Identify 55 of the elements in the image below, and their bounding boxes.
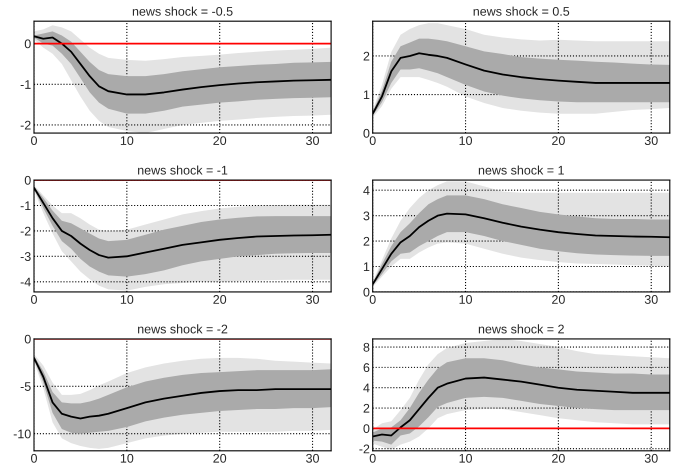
chart-title: news shock = -0.5: [132, 6, 233, 16]
x-tick-label: 20: [213, 454, 226, 463]
y-tick-label: 2: [364, 404, 370, 413]
chart-title: news shock = 0.5: [474, 6, 570, 16]
y-tick-label: 2: [364, 52, 370, 60]
chart-title: news shock = -2: [138, 324, 228, 334]
x-tick-label: 10: [460, 454, 472, 463]
y-tick-label: 2: [364, 236, 370, 246]
x-tick-label: 20: [552, 136, 565, 146]
x-tick-label: 0: [370, 454, 376, 463]
y-tick-label: -2: [359, 444, 370, 454]
x-tick-label: 20: [213, 295, 226, 304]
x-tick-label: 30: [306, 295, 319, 304]
x-tick-label: 0: [370, 136, 376, 146]
x-tick-label: 30: [306, 454, 319, 463]
y-tick-label: -4: [20, 278, 31, 286]
y-tick-label: -10: [14, 430, 31, 438]
x-tick-label: 20: [552, 295, 565, 304]
x-tick-label: 0: [31, 295, 37, 304]
y-tick-label: 1: [364, 90, 370, 100]
x-tick-label: 0: [370, 295, 376, 304]
y-tick-label: 8: [364, 342, 370, 352]
x-tick-label: 30: [644, 295, 658, 304]
y-tick-label: -3: [20, 252, 31, 261]
x-tick-label: 30: [644, 136, 658, 146]
y-tick-label: -1: [20, 80, 31, 89]
y-tick-label: -2: [20, 120, 31, 130]
y-tick-label: 4: [363, 186, 370, 195]
x-tick-label: 10: [120, 295, 134, 304]
x-tick-label: 20: [552, 454, 565, 463]
y-tick-label: 0: [363, 128, 370, 138]
y-tick-label: -5: [20, 382, 31, 391]
y-tick-label: 0: [24, 334, 31, 344]
y-tick-label: 3: [363, 211, 370, 220]
chart-title: news shock = -1: [138, 165, 228, 175]
x-tick-label: 30: [644, 454, 658, 463]
y-tick-label: 0: [24, 176, 31, 185]
x-tick-label: 20: [213, 136, 226, 146]
y-tick-label: -2: [20, 226, 31, 236]
y-tick-label: 0: [24, 39, 31, 48]
x-tick-label: 0: [31, 136, 37, 146]
x-tick-label: 10: [460, 295, 472, 304]
x-tick-label: 30: [306, 136, 319, 146]
x-tick-label: 10: [120, 454, 134, 463]
y-tick-label: 6: [364, 363, 370, 372]
y-tick-label: 0: [363, 424, 370, 434]
y-tick-label: 1: [364, 262, 370, 272]
chart-title: news shock = 2: [478, 324, 564, 334]
chart-title: news shock = 1: [478, 165, 564, 175]
y-tick-label: 0: [363, 288, 370, 297]
x-tick-label: 10: [120, 136, 134, 146]
y-tick-label: -1: [20, 201, 31, 210]
y-tick-label: 4: [363, 384, 370, 392]
x-tick-label: 0: [31, 454, 37, 463]
x-tick-label: 10: [460, 136, 472, 146]
